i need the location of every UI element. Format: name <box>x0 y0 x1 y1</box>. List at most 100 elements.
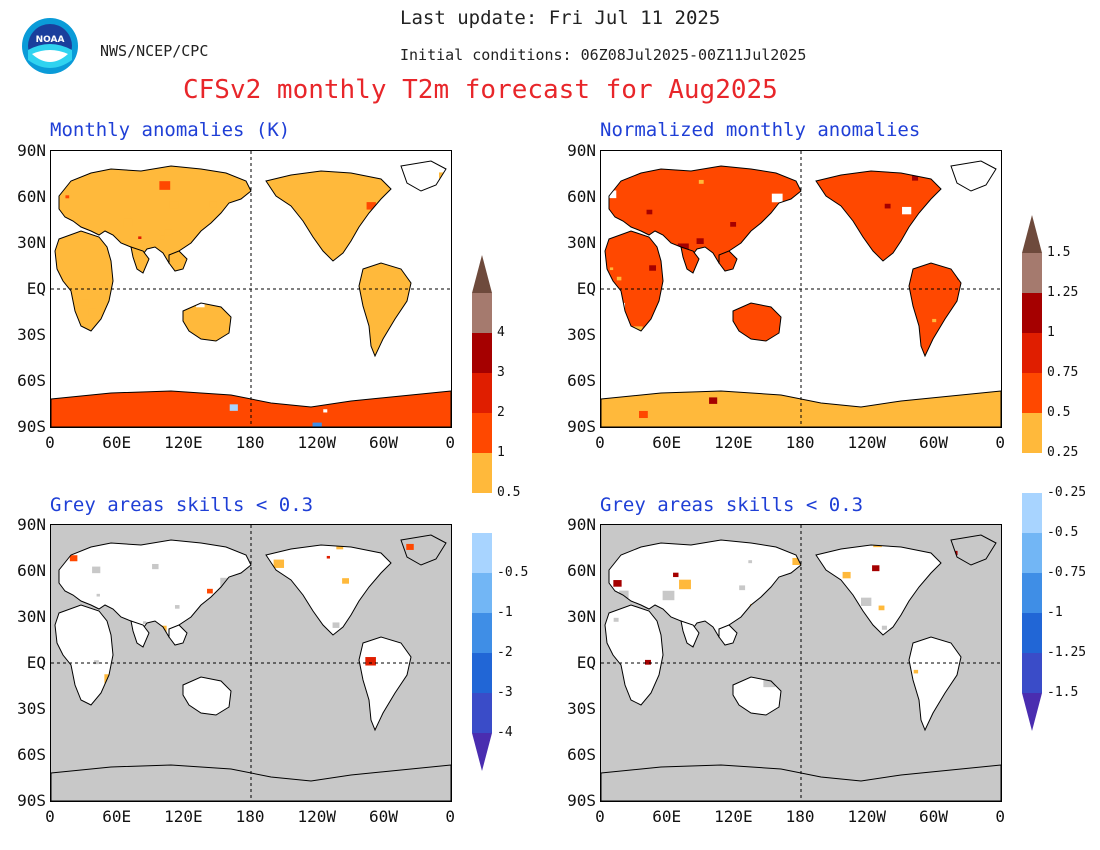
coastline-namerica <box>265 544 392 636</box>
lon-tick-label: 120W <box>847 807 887 826</box>
panel-title-anom: Monthly anomalies (K) <box>50 119 291 141</box>
coastline-samerica <box>358 636 412 732</box>
lon-tick-label: 120W <box>847 433 887 452</box>
map-svg <box>601 151 1001 427</box>
coastline-africa <box>604 230 664 332</box>
colorbar-label: -1 <box>1047 605 1063 620</box>
logo-text: NOAA <box>36 35 65 45</box>
coastline-antarctica <box>601 390 1001 427</box>
colorbar-label: -0.75 <box>1047 565 1087 580</box>
colorbar-svg <box>472 255 492 771</box>
lat-tick-label: 30N <box>567 233 596 252</box>
map-normalized-skill-masked <box>600 524 1002 802</box>
lat-tick-label: 90N <box>567 141 596 160</box>
lon-tick-label: 0 <box>995 433 1005 452</box>
lat-tick-label: 60N <box>567 561 596 580</box>
coastline-india <box>130 620 150 648</box>
lat-tick-label: 30N <box>567 607 596 626</box>
lon-tick-label: 60W <box>919 433 948 452</box>
lon-tick-label: 60W <box>369 433 398 452</box>
colorbar-segment <box>472 573 492 613</box>
lat-tick-label: 90S <box>17 417 46 436</box>
coastline-namerica <box>815 170 942 262</box>
lon-tick-label: 60E <box>652 807 682 826</box>
noaa-logo: NOAA <box>20 16 80 76</box>
colorbar-top-arrow <box>1022 215 1042 253</box>
colorbar-segment <box>472 453 492 493</box>
panel-title-norm: Normalized monthly anomalies <box>600 119 921 141</box>
lon-tick-label: 0 <box>995 807 1005 826</box>
lat-tick-label: 30N <box>17 233 46 252</box>
colorbar-segment <box>472 333 492 373</box>
colorbar-segment <box>472 693 492 733</box>
lon-tick-label: 120E <box>714 433 753 452</box>
lon-tick-label: 60W <box>919 807 948 826</box>
land-australia <box>733 303 781 341</box>
org-label: NWS/NCEP/CPC <box>100 42 209 60</box>
colorbar-label: -0.5 <box>497 565 529 580</box>
lon-tick-label: 60W <box>369 807 398 826</box>
colorbar-label: -0.5 <box>1047 525 1079 540</box>
colorbar-segment <box>1022 333 1042 373</box>
coastline-seasia <box>168 250 188 272</box>
lon-tick-label: 120W <box>297 433 337 452</box>
colorbar-label: -0.25 <box>1047 485 1087 500</box>
colorbar-label: 0.75 <box>1047 365 1079 380</box>
lat-tick-label: 30S <box>17 325 46 344</box>
colorbar-label: 0.5 <box>1047 405 1071 420</box>
coastline-india <box>130 246 150 274</box>
lon-tick-label: 180 <box>785 433 815 452</box>
coastline-samerica <box>908 262 962 358</box>
last-update: Last update: Fri Jul 11 2025 <box>400 7 721 29</box>
lon-tick-label: 0 <box>445 807 455 826</box>
lat-tick-label: EQ <box>576 653 596 672</box>
lon-tick-label: 0 <box>45 807 55 826</box>
colorbar-bottom-arrow <box>1022 693 1042 731</box>
coastline-antarctica <box>601 764 1001 801</box>
lon-tick-label: 120W <box>297 807 337 826</box>
colorbar-bottom-arrow <box>472 733 492 771</box>
land-australia <box>733 677 781 715</box>
coastline-antarctica <box>51 390 451 427</box>
coastline-greenland <box>950 534 997 566</box>
lat-tick-label: 90N <box>567 515 596 534</box>
colorbar-label: 2 <box>497 405 505 420</box>
lon-tick-label: 60E <box>102 807 132 826</box>
coastline-australia <box>732 676 782 716</box>
coastline-australia <box>182 302 232 342</box>
colorbar-segment <box>1022 613 1042 653</box>
lon-tick-label: 120E <box>164 807 203 826</box>
panel-title-anom-skill: Grey areas skills < 0.3 <box>50 494 314 516</box>
lat-tick-label: 90N <box>17 515 46 534</box>
land-greenland <box>951 161 996 191</box>
colorbar-segment <box>1022 253 1042 293</box>
lon-tick-label: 60E <box>102 433 132 452</box>
colorbar-segment <box>1022 493 1042 533</box>
lat-tick-label: EQ <box>26 279 46 298</box>
colorbar-segment <box>1022 293 1042 333</box>
coastline-africa <box>54 230 114 332</box>
colorbar-segment <box>1022 653 1042 693</box>
coastline-australia <box>732 302 782 342</box>
lon-tick-label: 120E <box>714 807 753 826</box>
lon-tick-label: 0 <box>595 433 605 452</box>
colorbar-label: 3 <box>497 365 505 380</box>
lat-tick-label: EQ <box>26 653 46 672</box>
lat-tick-label: 60N <box>17 187 46 206</box>
colorbar-label: -2 <box>497 645 513 660</box>
colorbar-segment <box>472 293 492 333</box>
colorbar-label: -1.5 <box>1047 685 1079 700</box>
colorbar-segment <box>1022 573 1042 613</box>
colorbar-label: 0.25 <box>1047 445 1079 460</box>
colorbar-segment <box>472 613 492 653</box>
land-australia <box>183 677 231 715</box>
lon-tick-label: 0 <box>595 807 605 826</box>
coastline-seasia <box>168 624 188 646</box>
lon-tick-label: 180 <box>235 807 265 826</box>
lat-tick-label: 60S <box>567 745 596 764</box>
lat-tick-label: 90S <box>567 791 596 810</box>
lat-tick-label: 30S <box>17 699 46 718</box>
colorbar-label: 1.5 <box>1047 245 1071 260</box>
lat-tick-label: 60N <box>567 187 596 206</box>
lon-tick-label: 0 <box>45 433 55 452</box>
